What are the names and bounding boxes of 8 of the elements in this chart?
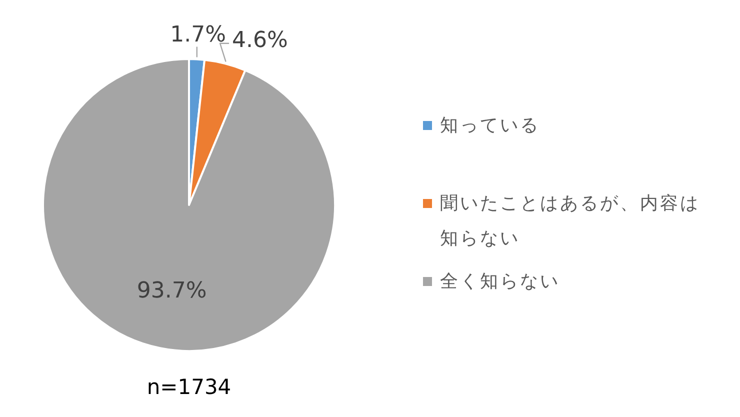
- data-label: 93.7%: [136, 278, 207, 304]
- data-label: 1.7%: [170, 22, 226, 48]
- text: n=1734: [146, 375, 232, 399]
- legend-label: 全く知らない: [440, 270, 560, 294]
- legend-label: 聞いたことはあるが、内容は知らない: [440, 192, 701, 251]
- legend-label: 知っている: [440, 114, 540, 138]
- pie-slice: [42, 58, 336, 352]
- data-label: 4.6%: [232, 28, 288, 53]
